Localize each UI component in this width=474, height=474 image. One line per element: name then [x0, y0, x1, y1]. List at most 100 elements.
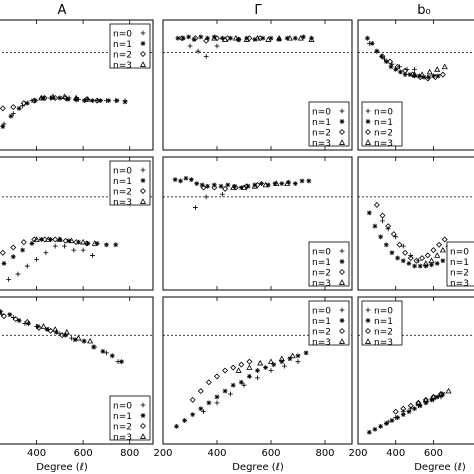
- data-point: [422, 260, 429, 266]
- legend-label: n=3: [312, 139, 331, 149]
- data-point: [400, 243, 406, 249]
- x-tick-label: 400: [207, 448, 226, 459]
- data-point: [180, 35, 186, 41]
- data-point: [52, 243, 58, 249]
- data-point: [365, 35, 370, 41]
- legend-label: n=1: [374, 118, 393, 128]
- data-point: [205, 183, 210, 189]
- data-point: [48, 237, 53, 242]
- data-point: [299, 178, 305, 184]
- data-point: [292, 35, 298, 41]
- data-point: [214, 373, 220, 380]
- data-point: [71, 247, 77, 253]
- data-point: [52, 326, 59, 332]
- data-point: [20, 239, 27, 246]
- data-point: [230, 364, 237, 371]
- data-point: [43, 250, 49, 256]
- legend: n=0n=1n=2n=3: [308, 300, 350, 348]
- legend: n=0n=1n=2n=3: [109, 23, 151, 71]
- panel-frame: [162, 19, 353, 151]
- data-point: [238, 379, 244, 385]
- data-point: [255, 368, 260, 373]
- data-point: [276, 37, 282, 42]
- legend: n=0n=1n=2n=3: [109, 160, 151, 208]
- data-point: [200, 184, 207, 191]
- legend-marker: [339, 328, 345, 334]
- legend-box: [361, 101, 403, 147]
- legend-label: n=0: [113, 402, 132, 412]
- legend-marker: [365, 129, 371, 135]
- data-point: [113, 242, 119, 248]
- data-point: [398, 69, 403, 75]
- panel-c2-r2: 200 400 600 n=0n=1n=2n=3: [348, 296, 474, 459]
- data-point: [301, 34, 306, 40]
- legend-label: n=1: [450, 258, 469, 268]
- data-point: [0, 124, 6, 129]
- legend-marker: [365, 307, 371, 313]
- data-point: [379, 212, 386, 219]
- data-point: [49, 93, 56, 100]
- data-point: [203, 54, 209, 59]
- data-point: [225, 182, 231, 188]
- data-point: [440, 258, 446, 264]
- data-point: [245, 183, 251, 189]
- data-point: [421, 74, 427, 80]
- data-point: [308, 36, 315, 42]
- data-point: [175, 35, 181, 41]
- data-point: [1, 261, 7, 266]
- data-point: [243, 183, 250, 190]
- data-point: [372, 426, 378, 432]
- x-tick-label: 800: [315, 448, 334, 459]
- legend: n=0n=1n=2n=3: [308, 101, 350, 149]
- data-point: [190, 412, 196, 417]
- legend-marker: [339, 108, 345, 114]
- legend-label: n=2: [113, 423, 132, 433]
- data-point: [10, 111, 16, 116]
- data-point: [246, 364, 253, 370]
- data-point: [24, 263, 30, 269]
- legend-marker: [140, 41, 146, 46]
- data-point: [430, 393, 437, 400]
- data-point: [284, 180, 291, 186]
- data-point: [434, 394, 440, 400]
- data-point: [24, 100, 30, 106]
- data-point: [366, 429, 372, 435]
- data-point: [394, 63, 401, 70]
- legend-marker: [140, 188, 146, 194]
- data-point: [222, 388, 228, 394]
- legend-label: n=3: [374, 139, 393, 149]
- data-point: [279, 181, 285, 186]
- data-point: [90, 253, 95, 258]
- data-point: [434, 66, 441, 72]
- x-tick-label: 200: [153, 448, 172, 459]
- legend-label: n=1: [312, 317, 331, 327]
- data-point: [220, 35, 225, 41]
- panel-frame: [162, 296, 353, 445]
- data-point: [59, 332, 66, 339]
- legend-label: n=2: [113, 51, 132, 61]
- data-point: [40, 323, 47, 329]
- data-point: [220, 191, 225, 197]
- data-point: [73, 94, 80, 101]
- data-point: [428, 257, 435, 264]
- panel-frame: [0, 156, 154, 291]
- data-point: [400, 412, 406, 417]
- panel-frame: [162, 156, 353, 291]
- data-point: [387, 58, 394, 65]
- legend: n=0n=1n=2n=3: [361, 101, 403, 149]
- data-point: [1, 313, 7, 320]
- data-point: [16, 106, 22, 111]
- data-point: [178, 35, 185, 42]
- data-point: [114, 98, 120, 103]
- panel-frame: [357, 296, 474, 445]
- panel-frame: [357, 156, 474, 291]
- legend-label: n=1: [113, 177, 132, 187]
- data-point: [417, 263, 423, 269]
- panel-c1-r2: 200 400 600 800 n=0n=1n=2n=3: [153, 296, 353, 459]
- data-point: [214, 394, 220, 400]
- data-point: [395, 255, 400, 261]
- data-point: [172, 177, 178, 183]
- data-point: [235, 367, 242, 373]
- legend-marker: [339, 259, 345, 264]
- data-point: [400, 258, 406, 264]
